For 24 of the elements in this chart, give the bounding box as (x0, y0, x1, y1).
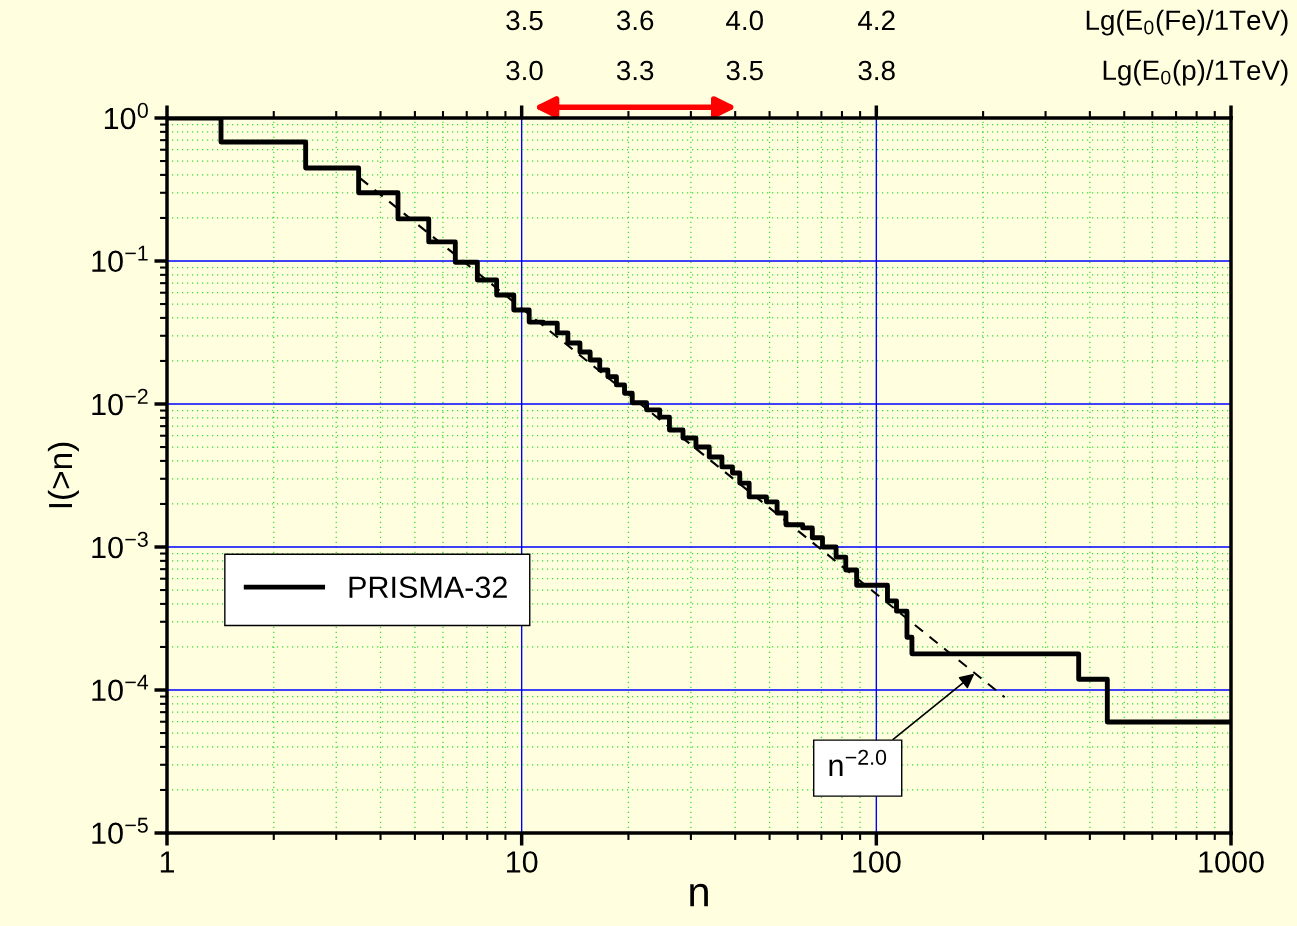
x-tick-label: 1000 (1199, 851, 1264, 873)
y-tick-label: 10$^{−1}$ (92, 245, 148, 273)
y-tick-label: 10$^{−5}$ (92, 817, 148, 845)
y-tick-label: 10$^{−2}$ (92, 388, 148, 416)
text: 3.5 (726, 60, 763, 81)
text: 4.0 (726, 10, 763, 31)
text: 3.3 (616, 60, 654, 81)
text: Lg(E$_{0}$(Fe)/1TeV) (1086, 9, 1288, 36)
y-axis-title: I(>n) (47, 442, 79, 508)
y-tick-label: 10$^{−4}$ (92, 674, 149, 702)
x-tick-label: 100 (853, 851, 901, 873)
annotation: n$^{−2.0}$ (829, 749, 887, 777)
text: 3.5 (506, 10, 543, 31)
y-tick-label: 10$^{−3}$ (92, 531, 148, 559)
text: Lg(E$_{0}$(p)/1TeV) (1103, 59, 1288, 86)
y-tick-label: 10$^{0}$ (104, 102, 148, 130)
x-tick-label: 10 (507, 851, 538, 873)
text: 3.6 (616, 10, 654, 31)
text: 3.8 (858, 60, 895, 81)
x-axis-title: n (690, 883, 708, 907)
legend-label: PRISMA-32 (349, 576, 507, 599)
text: 3.0 (506, 60, 543, 81)
x-tick-label: 1 (160, 851, 175, 873)
text: 4.2 (858, 10, 895, 31)
